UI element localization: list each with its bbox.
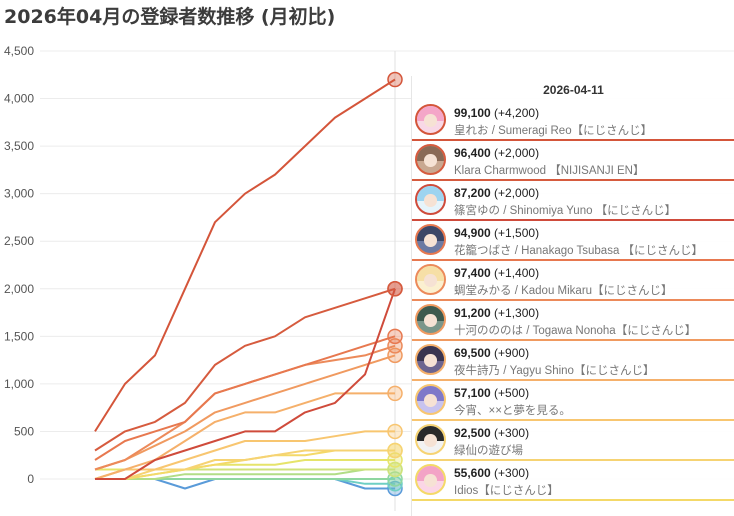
tooltip-value: 69,500 (+900) <box>454 346 529 360</box>
channel-name: 今宵、××と夢を見る。 <box>454 405 571 417</box>
tooltip-value: 99,100 (+4,200) <box>454 106 539 120</box>
subscriber-count: 87,200 <box>454 186 491 200</box>
y-axis: 0 500 1,000 1,500 2,000 2,500 3,000 3,500 4,000 4… <box>4 44 34 486</box>
subscriber-change: (+2,000) <box>490 186 540 200</box>
y-tick-label: 0 <box>27 472 34 486</box>
avatar <box>415 384 446 415</box>
channel-name: 緑仙の遊び場 <box>454 445 523 457</box>
subscriber-count: 57,100 <box>454 386 491 400</box>
avatar <box>415 304 446 335</box>
series-line-6 <box>94 354 396 471</box>
channel-name: 花籠つばさ / Hanakago Tsubasa 【にじさんじ】 <box>454 245 704 257</box>
tooltip-row: 69,500 (+900) 夜牛詩乃 / Yagyu Shino【にじさんじ】 <box>412 342 734 381</box>
channel-name: 夜牛詩乃 / Yagyu Shino【にじさんじ】 <box>454 365 655 377</box>
subscriber-count: 55,600 <box>454 466 491 480</box>
series-lines <box>94 78 396 490</box>
series-end-marker-1[interactable] <box>387 71 403 88</box>
y-tick-label: 3,500 <box>4 139 34 153</box>
series-end-marker-2[interactable] <box>387 281 403 297</box>
subscriber-change: (+2,000) <box>490 146 540 160</box>
subscriber-count: 91,200 <box>454 306 491 320</box>
avatar <box>415 424 446 455</box>
subscriber-count: 69,500 <box>454 346 491 360</box>
series-line-8 <box>94 430 395 480</box>
channel-name: 蜩堂みかる / Kadou Mikaru【にじさんじ】 <box>454 285 673 297</box>
channel-name: 篠宮ゆの / Shinomiya Yuno 【にじさんじ】 <box>454 205 677 217</box>
subscriber-change: (+1,500) <box>490 226 540 240</box>
series-end-marker-7[interactable] <box>387 385 403 402</box>
subscriber-change: (+1,300) <box>490 306 540 320</box>
y-tick-label: 2,500 <box>4 234 34 248</box>
series-end-marker-8[interactable] <box>387 423 403 440</box>
tooltip-value: 94,900 (+1,500) <box>454 226 539 240</box>
tooltip-row: 57,100 (+500) 今宵、××と夢を見る。 <box>412 382 734 421</box>
subscriber-change: (+900) <box>490 346 530 360</box>
subscriber-change: (+4,200) <box>490 106 540 120</box>
series-line-4 <box>94 335 396 461</box>
tooltip-row: 97,400 (+1,400) 蜩堂みかる / Kadou Mikaru【にじさん… <box>412 262 734 301</box>
tooltip-value: 97,400 (+1,400) <box>454 266 539 280</box>
avatar <box>415 464 446 495</box>
subscriber-change: (+1,400) <box>490 266 540 280</box>
tooltip-value: 96,400 (+2,000) <box>454 146 539 160</box>
series-line-13 <box>95 468 395 480</box>
channel-name: 十河のののは / Togawa Nonoha【にじさんじ】 <box>454 325 697 337</box>
tooltip-row: 99,100 (+4,200) 皇れお / Sumeragi Reo【にじさんじ】 <box>412 102 734 141</box>
tooltip-value: 91,200 (+1,300) <box>454 306 539 320</box>
subscriber-count: 99,100 <box>454 106 491 120</box>
series-line-1 <box>94 78 396 432</box>
tooltip-row: 94,900 (+1,500) 花籠つばさ / Hanakago Tsubasa … <box>412 222 734 261</box>
tooltip-row: 87,200 (+2,000) 篠宮ゆの / Shinomiya Yuno 【にじ… <box>412 182 734 221</box>
y-tick-label: 1,500 <box>4 329 34 343</box>
tooltip-list: 99,100 (+4,200) 皇れお / Sumeragi Reo【にじさんじ】… <box>412 102 734 501</box>
series-line-9 <box>95 449 395 480</box>
subscriber-count: 92,500 <box>454 426 491 440</box>
avatar <box>415 264 446 295</box>
tooltip-panel: 2026-04-11 99,100 (+4,200) 皇れお / Sumeragi… <box>411 76 734 516</box>
channel-name: 皇れお / Sumeragi Reo【にじさんじ】 <box>454 125 653 137</box>
series-line-3 <box>95 288 396 480</box>
tooltip-row: 91,200 (+1,300) 十河のののは / Togawa Nonoha【にじ… <box>412 302 734 341</box>
y-tick-label: 1,000 <box>4 377 34 391</box>
end-markers <box>387 71 403 497</box>
subscriber-change: (+500) <box>490 386 530 400</box>
channel-name: Klara Charmwood 【NIJISANJI EN】 <box>454 165 645 177</box>
series-end-marker-4[interactable] <box>387 328 403 345</box>
y-tick-label: 4,000 <box>4 92 34 106</box>
avatar <box>415 144 446 175</box>
subscriber-count: 97,400 <box>454 266 491 280</box>
page-title: 2026年04月の登録者数推移 (月初比) <box>4 6 336 28</box>
avatar <box>415 104 446 135</box>
channel-name: Idios【にじさんじ】 <box>454 485 559 497</box>
tooltip-row: 55,600 (+300) Idios【にじさんじ】 <box>412 462 734 501</box>
tooltip-date: 2026-04-11 <box>543 83 604 97</box>
tooltip-value: 87,200 (+2,000) <box>454 186 539 200</box>
tooltip-row: 92,500 (+300) 緑仙の遊び場 <box>412 422 734 461</box>
y-tick-label: 3,000 <box>4 187 34 201</box>
tooltip-value: 55,600 (+300) <box>454 466 529 480</box>
y-tick-label: 2,000 <box>4 282 34 296</box>
subscriber-change: (+300) <box>490 466 530 480</box>
avatar <box>415 184 446 215</box>
subscriber-change: (+300) <box>490 426 530 440</box>
avatar <box>415 344 446 375</box>
y-tick-label: 500 <box>14 424 34 438</box>
subscriber-count: 96,400 <box>454 146 491 160</box>
avatar <box>415 224 446 255</box>
series-end-marker-9[interactable] <box>387 442 403 459</box>
tooltip-value: 57,100 (+500) <box>454 386 529 400</box>
subscriber-count: 94,900 <box>454 226 491 240</box>
y-tick-label: 4,500 <box>4 44 34 58</box>
series-line-2 <box>94 287 396 452</box>
tooltip-row: 96,400 (+2,000) Klara Charmwood 【NIJISANJ… <box>412 142 734 181</box>
tooltip-value: 92,500 (+300) <box>454 426 529 440</box>
